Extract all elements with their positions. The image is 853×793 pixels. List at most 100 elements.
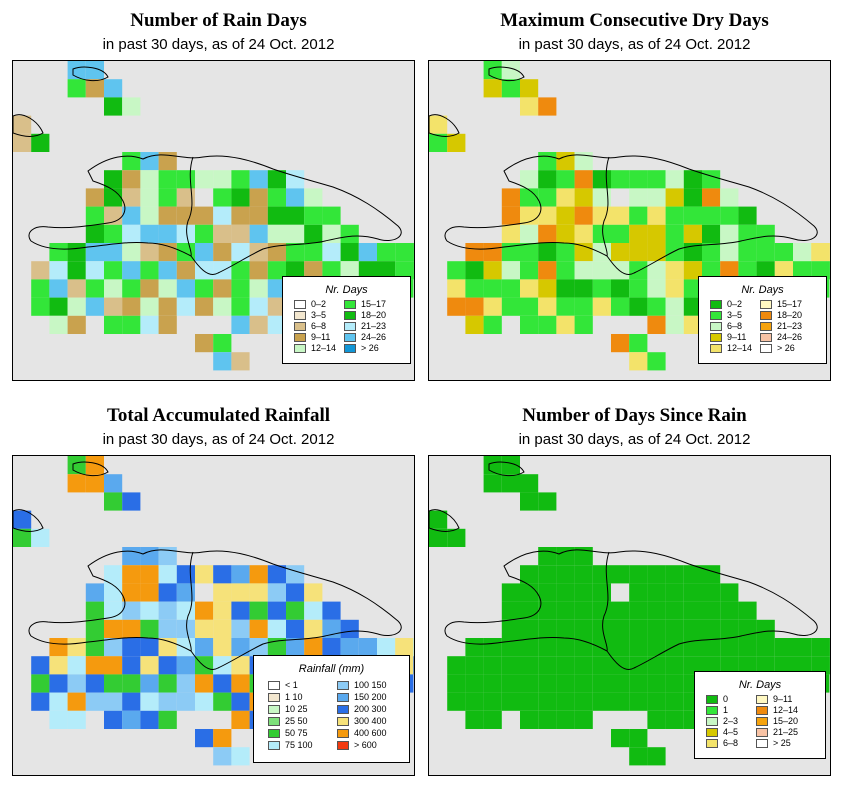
grid-cell bbox=[195, 279, 214, 298]
grid-cell bbox=[556, 170, 575, 189]
grid-cell bbox=[67, 243, 86, 262]
legend-swatch bbox=[344, 311, 356, 320]
map-title: Number of Days Since Rain bbox=[522, 405, 747, 426]
grid-cell bbox=[538, 601, 557, 620]
grid-cell bbox=[665, 674, 684, 693]
grid-cell bbox=[520, 97, 539, 116]
grid-cell bbox=[720, 638, 739, 657]
grid-cell bbox=[629, 638, 648, 657]
legend-label: 6–8 bbox=[723, 738, 739, 748]
grid-cell bbox=[829, 656, 830, 675]
grid-cell bbox=[738, 206, 757, 225]
map-subtitle: in past 30 days, as of 24 Oct. 2012 bbox=[102, 431, 335, 448]
grid-cell bbox=[140, 656, 159, 675]
grid-cell bbox=[647, 206, 666, 225]
grid-cell bbox=[122, 656, 141, 675]
grid-cell bbox=[267, 601, 286, 620]
grid-cell bbox=[340, 243, 359, 262]
grid-cell bbox=[231, 710, 250, 729]
grid-cell bbox=[501, 224, 520, 243]
grid-cell bbox=[574, 224, 593, 243]
grid-cell bbox=[104, 188, 123, 207]
grid-cell bbox=[49, 243, 68, 262]
grid-cell bbox=[811, 656, 830, 675]
legend-label: 4–5 bbox=[723, 727, 739, 737]
legend-label: 300 400 bbox=[354, 716, 387, 726]
grid-cell bbox=[158, 152, 177, 171]
grid-cell bbox=[67, 692, 86, 711]
grid-cell bbox=[104, 474, 123, 493]
grid-cell bbox=[483, 61, 502, 80]
grid-cell bbox=[647, 188, 666, 207]
grid-cell bbox=[267, 565, 286, 584]
grid-cell bbox=[592, 206, 611, 225]
grid-cell bbox=[629, 243, 648, 262]
grid-cell bbox=[267, 315, 286, 334]
grid-cell bbox=[286, 583, 305, 602]
grid-cell bbox=[104, 261, 123, 280]
panel-rainfall: Total Accumulated Rainfall in past 30 da… bbox=[12, 395, 425, 783]
grid-cell bbox=[520, 583, 539, 602]
legend: Rainfall (mm) < 1 1 10 10 25 25 50 50 75 75 1… bbox=[253, 655, 410, 763]
grid-cell bbox=[231, 565, 250, 584]
legend-swatch bbox=[294, 311, 306, 320]
grid-cell bbox=[340, 224, 359, 243]
grid-cell bbox=[158, 206, 177, 225]
legend-swatch bbox=[337, 741, 349, 750]
grid-cell bbox=[249, 224, 268, 243]
grid-cell bbox=[611, 638, 630, 657]
grid-cell bbox=[140, 674, 159, 693]
map-area bbox=[12, 60, 415, 381]
grid-cell bbox=[176, 261, 195, 280]
grid-cell bbox=[249, 619, 268, 638]
grid-cell bbox=[538, 188, 557, 207]
legend-swatch bbox=[294, 300, 306, 309]
grid-cell bbox=[85, 279, 104, 298]
grid-cell bbox=[85, 224, 104, 243]
grid-cell bbox=[31, 279, 50, 298]
grid-cell bbox=[104, 492, 123, 511]
grid-cell bbox=[31, 674, 50, 693]
grid-cell bbox=[465, 243, 484, 262]
grid-cell bbox=[647, 170, 666, 189]
grid-cell bbox=[158, 692, 177, 711]
grid-cell bbox=[501, 297, 520, 316]
grid-cell bbox=[592, 188, 611, 207]
grid-cell bbox=[249, 279, 268, 298]
grid-cell bbox=[520, 565, 539, 584]
grid-cell bbox=[592, 656, 611, 675]
grid-cell bbox=[647, 674, 666, 693]
grid-cell bbox=[213, 170, 232, 189]
legend-swatch bbox=[710, 322, 722, 331]
grid-cell bbox=[665, 297, 684, 316]
grid-cell bbox=[249, 188, 268, 207]
grid-cell bbox=[231, 224, 250, 243]
grid-cell bbox=[501, 243, 520, 262]
grid-cell bbox=[67, 297, 86, 316]
grid-cell bbox=[665, 315, 684, 334]
legend-swatch bbox=[337, 717, 349, 726]
legend-swatch bbox=[706, 695, 718, 704]
grid-cell bbox=[213, 619, 232, 638]
grid-cell bbox=[447, 656, 466, 675]
legend-label: 9–11 bbox=[773, 694, 793, 704]
grid-cell bbox=[104, 315, 123, 334]
grid-cell bbox=[213, 674, 232, 693]
grid-cell bbox=[249, 583, 268, 602]
grid-cell bbox=[483, 638, 502, 657]
grid-cell bbox=[702, 638, 721, 657]
grid-cell bbox=[483, 674, 502, 693]
grid-cell bbox=[647, 747, 666, 766]
grid-cell bbox=[104, 638, 123, 657]
grid-cell bbox=[501, 206, 520, 225]
legend-swatch bbox=[760, 322, 772, 331]
grid-cell bbox=[158, 261, 177, 280]
grid-cell bbox=[122, 170, 141, 189]
legend-label: 6–8 bbox=[311, 321, 327, 331]
legend-label: 12–14 bbox=[727, 343, 753, 353]
grid-cell bbox=[665, 224, 684, 243]
grid-cell bbox=[483, 243, 502, 262]
grid-cell bbox=[538, 243, 557, 262]
grid-cell bbox=[49, 656, 68, 675]
grid-cell bbox=[267, 261, 286, 280]
